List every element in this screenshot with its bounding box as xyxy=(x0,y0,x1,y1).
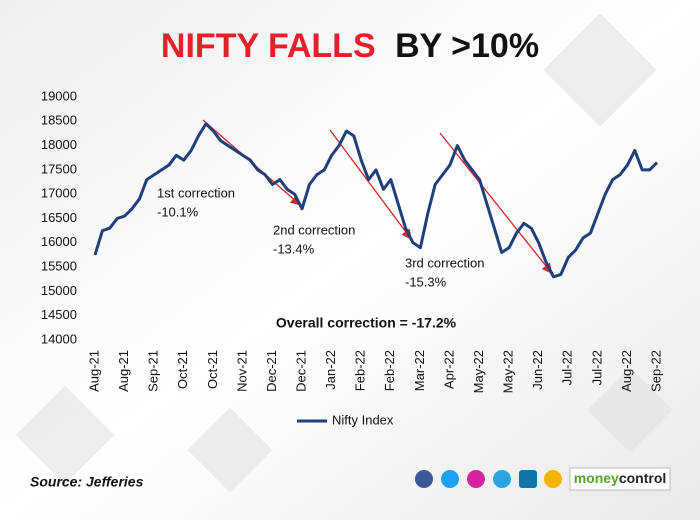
x-tick-label: Feb-22 xyxy=(382,350,397,391)
x-tick-label: Aug-21 xyxy=(86,350,101,392)
annotation-change: -10.1% xyxy=(157,204,199,219)
x-tick-label: Apr-22 xyxy=(441,350,456,389)
x-tick-label: Jun-22 xyxy=(530,350,545,390)
annotation-label: 2nd correction xyxy=(273,222,355,237)
y-tick-label: 15000 xyxy=(41,283,77,298)
correction-arrow xyxy=(329,129,412,240)
brand-part: money xyxy=(574,470,619,486)
y-tick-label: 19000 xyxy=(41,88,77,103)
annotation-change: -15.3% xyxy=(405,274,447,289)
x-tick-label: Oct-21 xyxy=(205,350,220,389)
x-tick-label: Mar-22 xyxy=(412,350,427,391)
y-tick-label: 16000 xyxy=(41,234,77,249)
x-tick-label: Dec-21 xyxy=(264,350,279,392)
correction-arrow xyxy=(439,132,553,274)
annotation-label: 1st correction xyxy=(157,185,235,200)
social-icons xyxy=(415,470,562,488)
chart-title: NIFTY FALLS BY >10% xyxy=(161,27,539,65)
x-tick-label: Sep-22 xyxy=(648,350,663,392)
annotation-label: 3rd correction xyxy=(405,255,484,270)
y-tick-label: 14000 xyxy=(41,331,77,346)
x-tick-label: Oct-21 xyxy=(175,350,190,389)
title-rest: BY >10% xyxy=(395,27,539,65)
x-tick-label: Jul-22 xyxy=(589,350,604,385)
brand-part: control xyxy=(619,470,666,486)
x-tick-label: Jan-22 xyxy=(323,350,338,390)
x-tick-label: Aug-21 xyxy=(116,350,131,392)
annotation-change: -13.4% xyxy=(273,241,315,256)
source: Source: Jefferies xyxy=(30,474,144,490)
x-tick-label: Aug-22 xyxy=(619,350,634,392)
y-tick-label: 15500 xyxy=(41,259,77,274)
data-line xyxy=(93,122,659,279)
x-tick-label: Sep-21 xyxy=(146,350,161,392)
x-tick-label: May-22 xyxy=(501,350,516,393)
x-tick-label: Jul-22 xyxy=(560,350,575,385)
title-highlight: NIFTY FALLS xyxy=(161,27,376,65)
brand: moneycontrol xyxy=(574,470,667,486)
x-tick-label: Dec-21 xyxy=(293,350,308,392)
y-tick-label: 18000 xyxy=(41,137,77,152)
brand-box xyxy=(569,467,671,491)
legend-label: Nifty Index xyxy=(332,412,394,427)
y-tick-label: 17500 xyxy=(41,161,77,176)
x-tick-label: Feb-22 xyxy=(353,350,368,391)
x-tick-label: Nov-21 xyxy=(234,350,249,392)
y-tick-label: 16500 xyxy=(41,210,77,225)
y-tick-label: 14500 xyxy=(41,307,77,322)
y-tick-label: 17000 xyxy=(41,186,77,201)
overall-note: Overall correction = -17.2% xyxy=(276,315,457,331)
y-tick-label: 18500 xyxy=(41,113,77,128)
x-tick-label: May-22 xyxy=(471,350,486,393)
